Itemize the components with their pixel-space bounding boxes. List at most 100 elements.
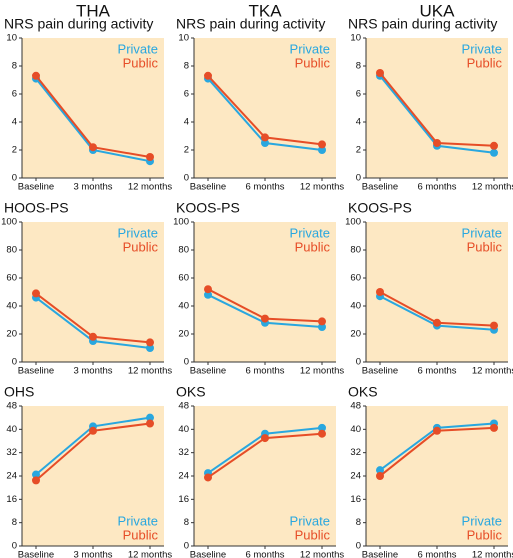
y-tick-label: 60 <box>178 273 189 284</box>
legend-label: Private <box>462 41 502 56</box>
x-tick-label: Baseline <box>190 366 226 377</box>
data-point <box>433 426 441 435</box>
x-tick-label: Baseline <box>18 366 54 377</box>
legend-label: Private <box>118 225 158 240</box>
x-tick-label: 12 months <box>472 550 513 558</box>
data-point <box>318 146 326 154</box>
column-header: TKA <box>248 1 282 20</box>
x-tick-label: Baseline <box>362 182 398 193</box>
y-tick-label: 100 <box>173 217 189 228</box>
x-tick-label: 6 months <box>417 550 456 558</box>
y-tick-label: 6 <box>12 89 17 100</box>
y-tick-label: 48 <box>350 401 361 412</box>
data-point <box>89 332 97 341</box>
y-tick-label: 24 <box>178 471 189 482</box>
x-tick-label: Baseline <box>190 182 226 193</box>
chart-title: NRS pain during activity <box>4 16 153 32</box>
x-tick-label: Baseline <box>362 550 398 558</box>
legend-label: Public <box>467 55 503 70</box>
y-tick-label: 20 <box>350 329 361 340</box>
y-tick-label: 32 <box>350 447 361 458</box>
data-point <box>490 148 498 157</box>
chart-title: OKS <box>176 384 206 400</box>
y-tick-label: 0 <box>356 173 361 184</box>
plot-background <box>194 222 336 362</box>
data-point <box>261 314 269 323</box>
y-tick-label: 40 <box>178 301 189 312</box>
y-tick-label: 16 <box>178 494 189 505</box>
y-tick-label: 40 <box>6 301 17 312</box>
data-point <box>204 290 212 299</box>
x-tick-label: 12 months <box>300 366 345 377</box>
data-point <box>318 140 326 149</box>
x-tick-label: 12 months <box>472 366 513 377</box>
x-tick-label: 3 months <box>73 182 112 193</box>
data-point <box>32 71 40 80</box>
y-tick-label: 0 <box>12 357 17 368</box>
y-tick-label: 16 <box>6 494 17 505</box>
plot-background <box>366 38 508 178</box>
data-point <box>146 413 154 422</box>
legend-label: Private <box>462 225 502 240</box>
x-tick-label: Baseline <box>190 550 226 558</box>
data-point <box>204 473 212 482</box>
data-point <box>376 69 384 77</box>
y-tick-label: 8 <box>12 517 17 528</box>
data-point <box>146 344 154 352</box>
column-header: THA <box>76 1 111 20</box>
y-tick-label: 40 <box>350 301 361 312</box>
legend-label: Private <box>290 225 330 240</box>
legend-label: Public <box>295 239 331 254</box>
data-point <box>32 289 40 298</box>
y-tick-label: 0 <box>12 541 17 552</box>
legend-label: Public <box>123 527 159 542</box>
x-tick-label: 12 months <box>472 182 513 193</box>
x-tick-label: 6 months <box>417 182 456 193</box>
y-tick-label: 32 <box>6 447 17 458</box>
chart-title: KOOS-PS <box>176 200 240 216</box>
data-point <box>32 470 40 479</box>
legend-label: Public <box>123 239 159 254</box>
y-tick-label: 4 <box>12 117 17 128</box>
y-tick-label: 10 <box>178 33 189 44</box>
x-tick-label: Baseline <box>362 366 398 377</box>
y-tick-label: 2 <box>184 145 189 156</box>
legend-label: Private <box>290 513 330 528</box>
y-tick-label: 40 <box>350 424 361 435</box>
legend-label: Private <box>462 513 502 528</box>
data-point <box>490 423 498 432</box>
data-point <box>32 476 40 485</box>
y-tick-label: 6 <box>184 89 189 100</box>
chart-title: OKS <box>348 384 378 400</box>
plot-background <box>194 38 336 178</box>
y-tick-label: 0 <box>356 357 361 368</box>
column-header: UKA <box>420 1 456 20</box>
data-point <box>433 318 441 327</box>
x-tick-label: 12 months <box>128 550 173 558</box>
y-tick-label: 60 <box>350 273 361 284</box>
y-tick-label: 80 <box>350 245 361 256</box>
y-tick-label: 10 <box>350 33 361 44</box>
data-point <box>146 419 154 428</box>
y-tick-label: 24 <box>6 471 17 482</box>
x-tick-label: 12 months <box>128 366 173 377</box>
y-tick-label: 0 <box>356 541 361 552</box>
y-tick-label: 60 <box>6 273 17 284</box>
data-point <box>490 141 498 150</box>
chart-title: NRS pain during activity <box>176 16 325 32</box>
data-point <box>89 426 97 435</box>
y-tick-label: 80 <box>178 245 189 256</box>
x-tick-label: 3 months <box>73 550 112 558</box>
y-tick-label: 100 <box>345 217 361 228</box>
data-point <box>376 288 384 296</box>
data-point <box>261 434 269 443</box>
y-tick-label: 32 <box>178 447 189 458</box>
y-tick-label: 8 <box>356 61 361 72</box>
y-tick-label: 8 <box>356 517 361 528</box>
legend-label: Private <box>290 41 330 56</box>
data-point <box>376 466 384 475</box>
data-point <box>318 429 326 438</box>
data-point <box>89 143 97 152</box>
data-point <box>318 323 326 331</box>
y-tick-label: 8 <box>184 517 189 528</box>
